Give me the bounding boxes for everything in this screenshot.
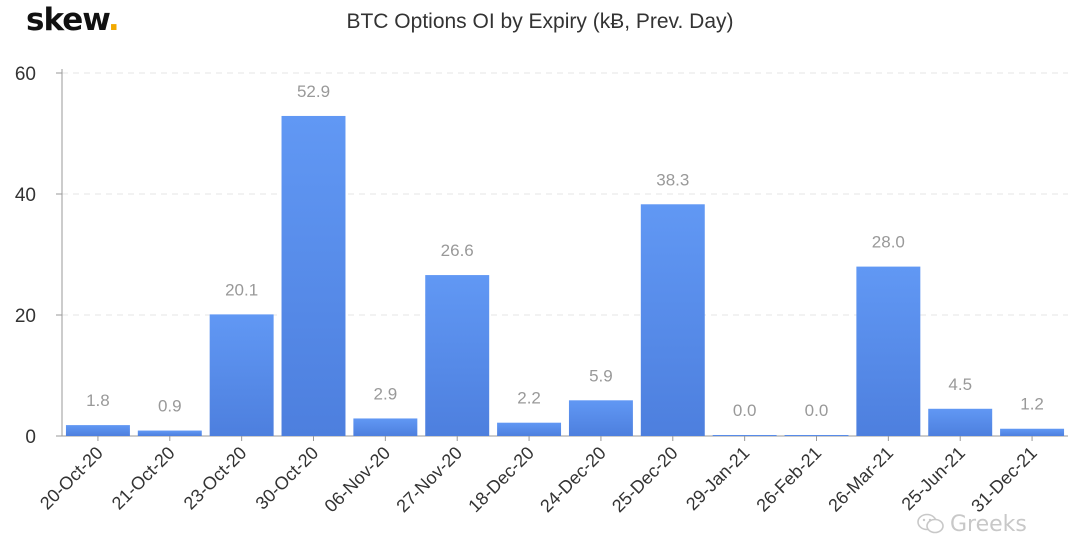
- value-label: 4.5: [948, 375, 972, 394]
- brand-name: skew: [26, 2, 109, 38]
- x-tick-label: 25-Dec-20: [608, 443, 682, 517]
- y-tick-label: 60: [15, 64, 36, 85]
- brand-dot: .: [107, 2, 120, 38]
- value-label: 0.0: [805, 401, 829, 420]
- y-tick-labels: 0 20 40 60: [15, 64, 36, 448]
- bar: [209, 314, 274, 436]
- value-label: 1.2: [1020, 395, 1044, 414]
- bars: [65, 115, 1065, 436]
- value-label: 38.3: [656, 170, 689, 189]
- bar: [497, 422, 562, 436]
- watermark-text: Greeks: [950, 512, 1027, 537]
- bar: [784, 435, 849, 436]
- x-tick-label: 20-Oct-20: [36, 443, 107, 514]
- value-label: 20.1: [225, 280, 258, 299]
- bar: [640, 204, 705, 436]
- wechat-icon: [917, 513, 944, 534]
- x-tick-label: 25-Jun-21: [898, 443, 969, 514]
- value-labels: 1.8 0.9 20.1 52.9 2.9 26.6 2.2 5.9 38.3 0.0 0.0 28.…: [86, 82, 1044, 420]
- bar: [928, 408, 993, 436]
- value-label: 52.9: [297, 82, 330, 101]
- bar: [353, 418, 418, 436]
- x-tick-label: 26-Feb-21: [752, 443, 825, 516]
- value-label: 1.8: [86, 391, 110, 410]
- value-label: 28.0: [872, 233, 905, 252]
- x-tick-label: 29-Jan-21: [682, 443, 753, 514]
- value-label: 5.9: [589, 366, 613, 385]
- bar: [1000, 428, 1065, 436]
- bar: [712, 435, 777, 436]
- chart-title: BTC Options OI by Expiry (kɃ, Prev. Day): [346, 10, 734, 33]
- x-tick-label: 24-Dec-20: [536, 443, 610, 517]
- bar: [281, 115, 346, 436]
- x-tick-labels: 20-Oct-20 21-Oct-20 23-Oct-20 30-Oct-2006-N…: [36, 443, 1041, 517]
- y-tick-label: 20: [15, 306, 36, 327]
- value-label: 26.6: [441, 241, 474, 260]
- value-label: 2.2: [517, 389, 541, 408]
- x-tick-label: 26-Mar-21: [824, 443, 897, 516]
- bar: [137, 430, 202, 436]
- x-tick-label: 27-Nov-20: [392, 443, 466, 517]
- value-label: 2.9: [374, 384, 398, 403]
- bar: [568, 400, 633, 436]
- x-tick-label: 31-Dec-21: [967, 443, 1041, 517]
- x-tick-label: 18-Dec-20: [464, 443, 538, 517]
- value-label: 0.9: [158, 397, 182, 416]
- y-tick-label: 0: [25, 427, 36, 448]
- x-tick-label: 23-Oct-20: [180, 443, 251, 514]
- x-tick-label: 30-Oct-20: [252, 443, 323, 514]
- x-tick-label: 21-Oct-20: [108, 443, 179, 514]
- bar: [856, 266, 921, 436]
- x-tick-label: 06-Nov-20: [321, 443, 395, 517]
- bar: [425, 275, 490, 436]
- value-label: 0.0: [733, 401, 757, 420]
- bar: [65, 425, 130, 436]
- y-tick-label: 40: [15, 185, 36, 206]
- skew-logo: skew.: [26, 2, 120, 38]
